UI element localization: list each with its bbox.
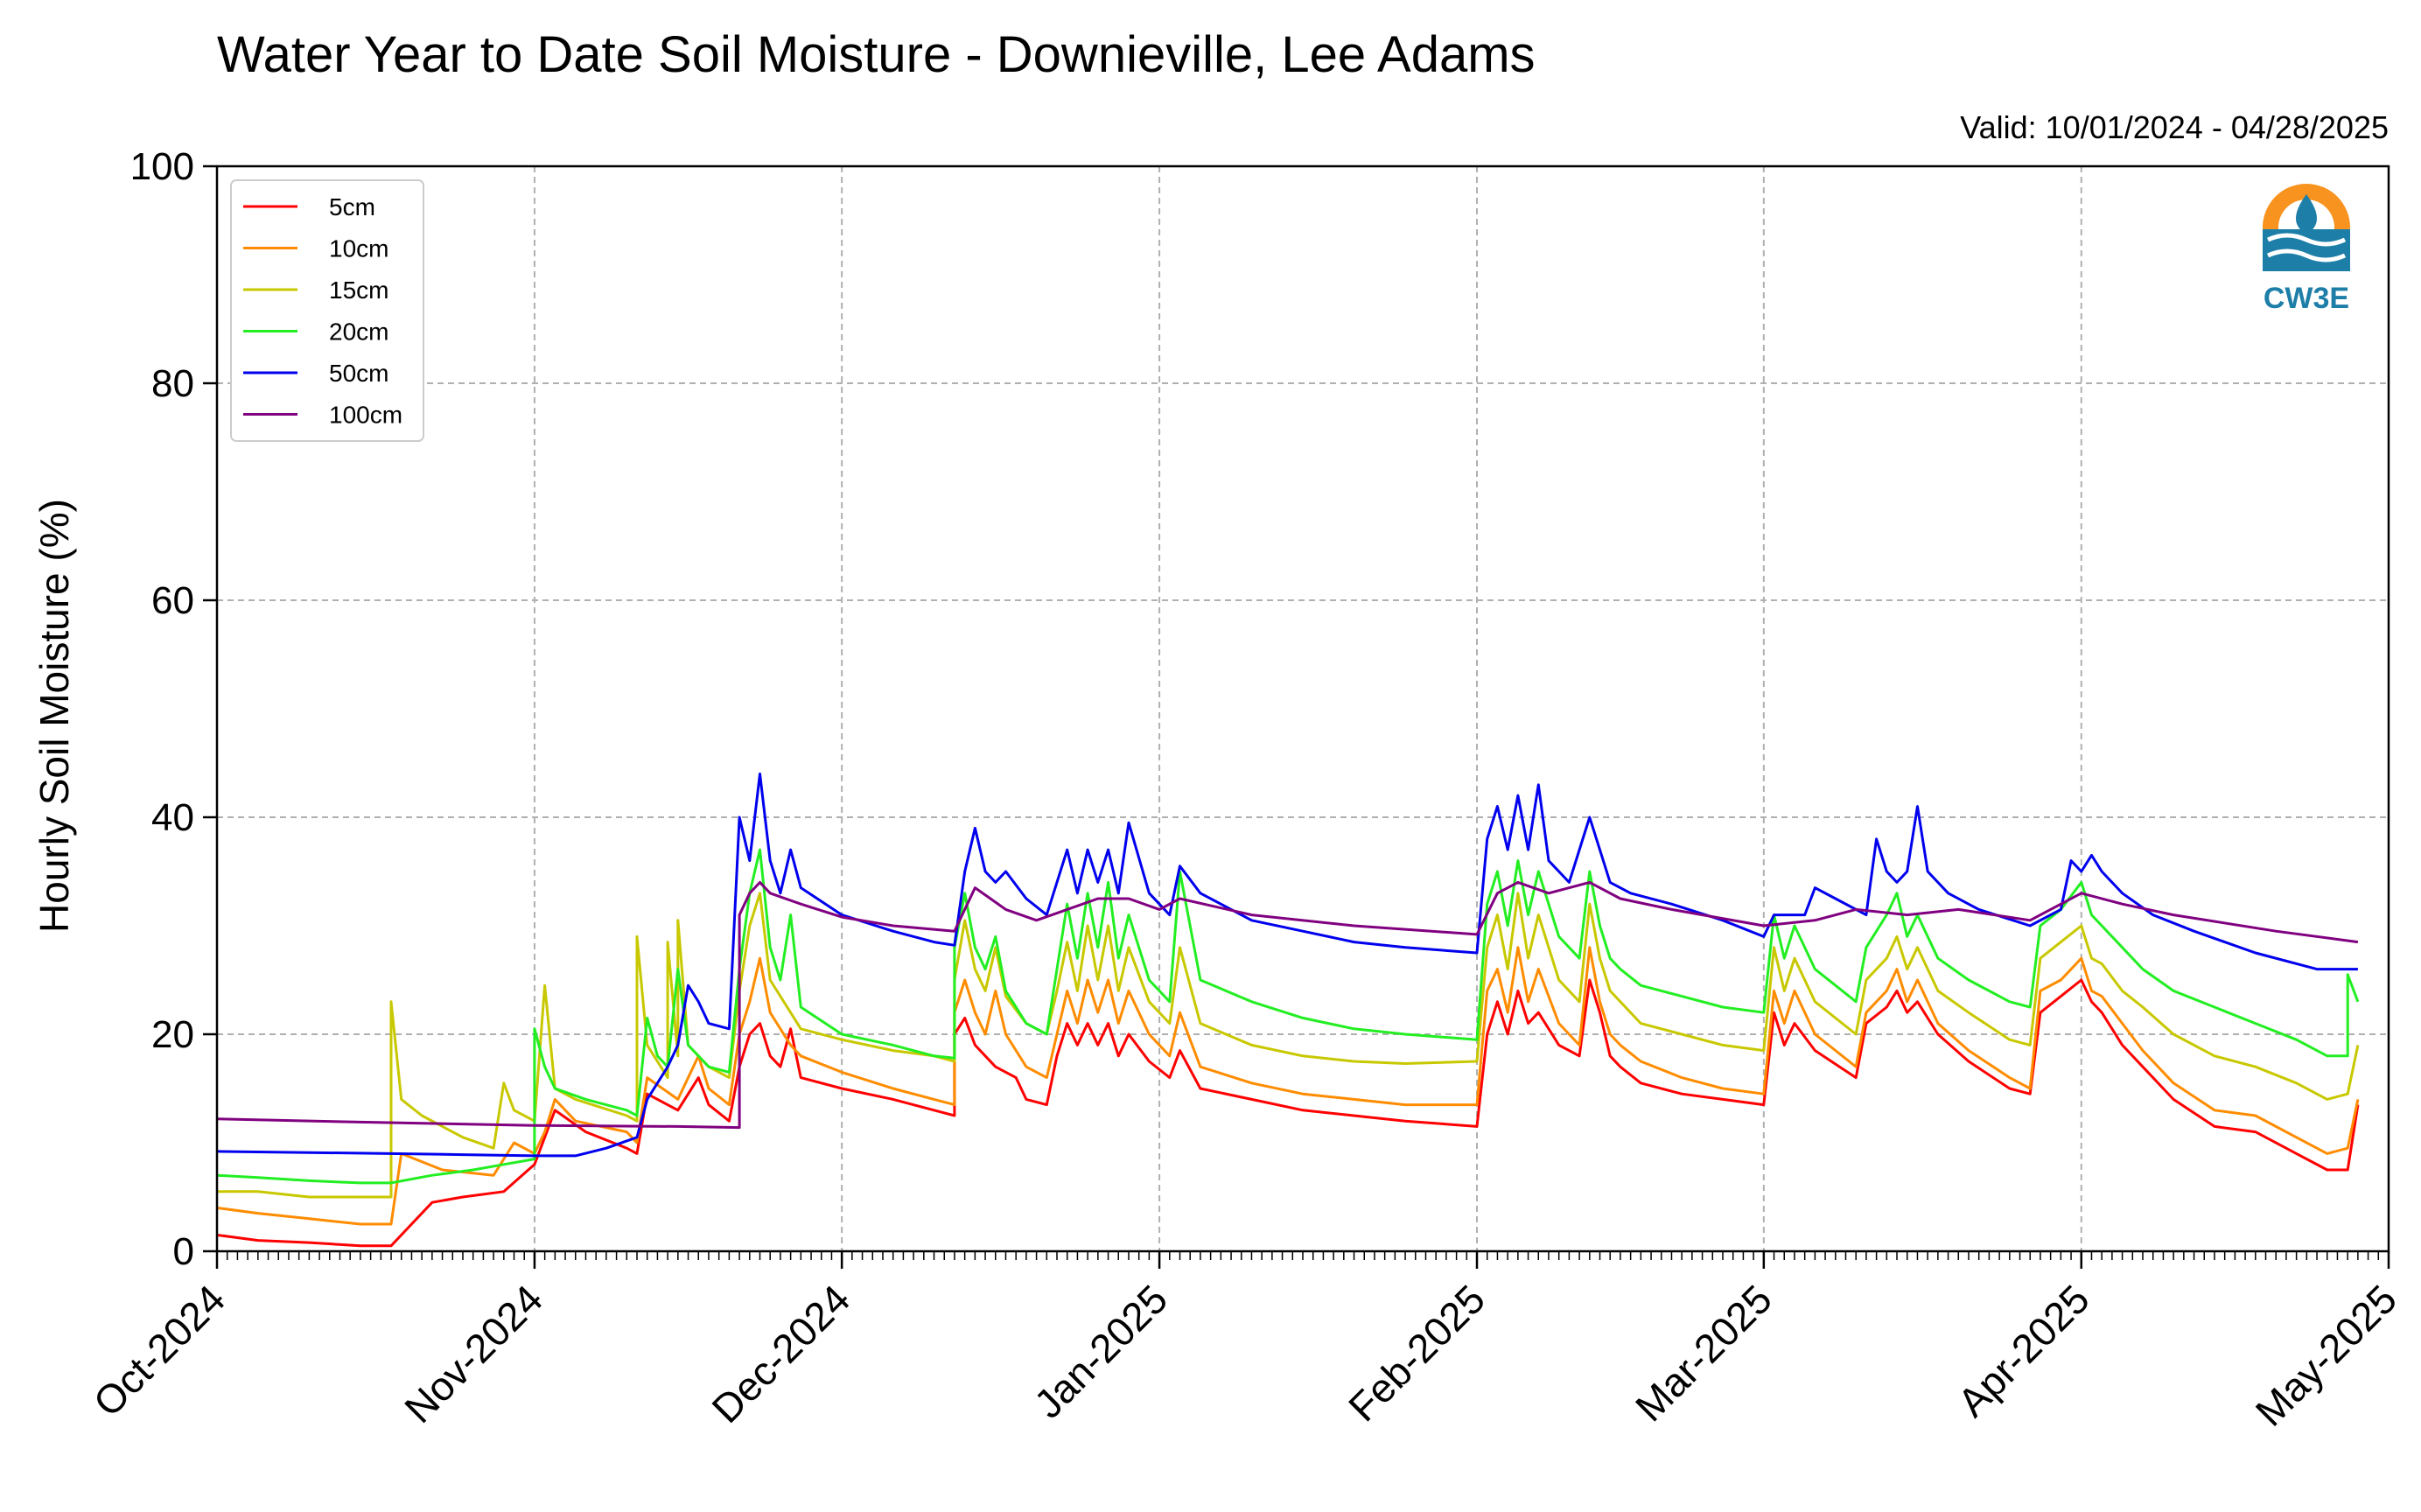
- series-layer: [216, 772, 2360, 1248]
- cw3e-logo-wave: [2266, 233, 2347, 247]
- legend-box: [230, 179, 424, 442]
- x-tick-label: May-2025: [2247, 1276, 2405, 1434]
- legend-label: 5cm: [329, 193, 375, 220]
- x-tick-label: Oct-2024: [85, 1276, 234, 1425]
- y-tick-label: 80: [151, 362, 194, 405]
- series-line-50cm: [216, 772, 2358, 1158]
- x-tick-label: Jan-2025: [1025, 1276, 1176, 1426]
- y-tick-label: 100: [130, 145, 194, 188]
- y-tick-label: 20: [151, 1013, 194, 1056]
- cw3e-logo: CW3E: [2263, 184, 2350, 315]
- grid-layer: [217, 166, 2389, 1251]
- legend-label: 100cm: [329, 402, 402, 429]
- x-tick-label: Nov-2024: [395, 1276, 551, 1432]
- chart-subtitle: Valid: 10/01/2024 - 04/28/2025: [1960, 109, 2389, 145]
- series-line-10cm: [216, 946, 2360, 1226]
- y-axis-label: Hourly Soil Moisture (%): [31, 499, 77, 933]
- x-tick-label: Mar-2025: [1627, 1276, 1781, 1430]
- legend-label: 10cm: [329, 235, 388, 262]
- x-tick-label: Dec-2024: [703, 1276, 858, 1432]
- y-tick-label: 40: [151, 796, 194, 839]
- legend-label: 50cm: [329, 360, 388, 387]
- tick-layer: 0 20 40 60 80 100 Oct-2024 Nov-2024 Dec-2024 Jan-…: [85, 145, 2406, 1435]
- droplet-icon: [2296, 194, 2317, 234]
- y-tick-label: 60: [151, 579, 194, 622]
- series-line-100cm: [216, 880, 2359, 1130]
- legend: 5cm 10cm 15cm 20cm 50cm 100cm: [230, 179, 424, 442]
- chart-title: Water Year to Date Soil Moisture - Downi…: [217, 26, 1536, 83]
- cw3e-logo-wave: [2266, 248, 2347, 262]
- series-line-5cm: [216, 978, 2360, 1248]
- plot-frame: [215, 164, 2390, 1253]
- legend-label: 20cm: [329, 318, 388, 346]
- legend-label: 15cm: [329, 276, 388, 304]
- x-tick-label: Feb-2025: [1340, 1276, 1494, 1430]
- cw3e-logo-text: CW3E: [2264, 282, 2349, 315]
- y-tick-label: 0: [173, 1230, 194, 1273]
- series-line-15cm: [217, 892, 2360, 1199]
- x-tick-label: Apr-2025: [1949, 1276, 2098, 1425]
